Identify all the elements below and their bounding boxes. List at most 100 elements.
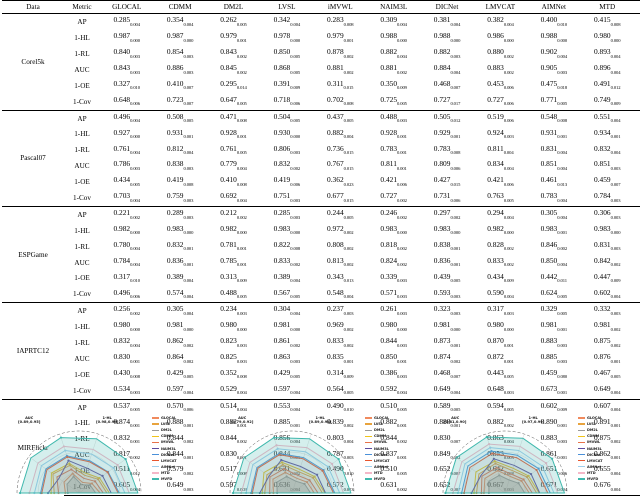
metric-value-cell: 0.5640.005 xyxy=(633,109,640,127)
metric-value-cell: 0.7360.015 xyxy=(327,143,354,156)
metric-value-cell: 0.8380.003 xyxy=(166,159,194,171)
legend-swatch-icon xyxy=(578,460,585,462)
legend-item-cdmm[interactable]: CDMM xyxy=(152,433,212,439)
metric-value-cell: 0.9880.000 xyxy=(634,30,640,46)
radar-point xyxy=(72,475,75,478)
legend-item-mvfd[interactable]: MVFD xyxy=(152,476,212,482)
metric-value-cell: 0.9860.000 xyxy=(487,31,514,43)
legend-label: iMVWL xyxy=(587,440,601,445)
metric-value-cell: 0.4670.005 xyxy=(593,368,621,380)
table-row: 1-RL 0.7800.004 0.8320.001 0.7810.001 0.8220… xyxy=(2,239,640,255)
column-header-lmvcat: LMVCAT xyxy=(473,0,528,15)
legend-item-mtd[interactable]: MTD xyxy=(365,470,425,476)
legend-item-cdmm[interactable]: CDMM xyxy=(365,433,425,439)
metric-name-cell: 1-RL xyxy=(74,146,90,155)
legend-item-dm2l[interactable]: DM2L xyxy=(578,427,638,433)
legend-label: iMVWL xyxy=(161,440,175,445)
metric-value-cell: 0.7710.005 xyxy=(540,94,568,107)
legend-swatch-icon xyxy=(578,429,585,431)
radar-point xyxy=(498,474,501,477)
radar-spoke xyxy=(291,433,312,494)
metric-value-cell: 0.2610.003 xyxy=(366,302,421,320)
metric-value-cell: 0.8320.001 xyxy=(166,239,194,252)
legend-label: AIMNet xyxy=(587,464,602,469)
radar-point xyxy=(327,465,330,468)
legend-item-aimnet[interactable]: AIMNet xyxy=(365,464,425,470)
metric-value-cell: 0.3860.003 xyxy=(380,368,407,380)
metric-value-cell: 0.8330.002 xyxy=(487,255,514,268)
legend-item-mvfd[interactable]: MVFD xyxy=(365,476,425,482)
legend-item-imvwl[interactable]: iMVWL xyxy=(152,439,212,445)
legend-item-naim3l[interactable]: NAIM3L xyxy=(365,445,425,451)
radar-point xyxy=(527,474,530,477)
legend-label: DM2L xyxy=(374,428,385,433)
table-row: 1-OE 0.3270.010 0.4100.007 0.2950.014 0.3910… xyxy=(2,78,640,94)
radar-axis-label-auc: AUC [0.89,0.95] xyxy=(18,416,41,425)
metric-value-cell: 0.8360.001 xyxy=(433,255,461,268)
metric-value-cell: 0.5080.005 xyxy=(153,109,207,127)
radar-point xyxy=(98,476,101,480)
legend-item-cdmm[interactable]: CDMM xyxy=(578,433,638,439)
metric-value-cell: 0.8400.003 xyxy=(113,47,140,59)
radar-point xyxy=(66,455,69,459)
metric-value-cell: 0.8900.001 xyxy=(540,416,568,429)
legend-item-dicnet[interactable]: DICNet xyxy=(365,452,425,458)
legend-item-lvsl[interactable]: LVSL xyxy=(365,421,425,427)
legend-label: CDMM xyxy=(374,434,387,439)
radar-point xyxy=(487,442,491,446)
legend-item-lvsl[interactable]: LVSL xyxy=(578,421,638,427)
legend-item-dicnet[interactable]: DICNet xyxy=(152,452,212,458)
metric-value-cell: 0.4710.008 xyxy=(206,109,261,127)
legend-swatch-icon xyxy=(152,472,159,474)
table-row: 1-OE 0.4340.005 0.4190.008 0.4100.008 0.4190… xyxy=(2,174,640,190)
metric-value-cell: 0.5140.004 xyxy=(206,398,261,416)
legend-item-dicnet[interactable]: DICNet xyxy=(578,452,638,458)
legend-label: MTD xyxy=(587,470,596,475)
column-header-dm2l: DM2L xyxy=(206,0,261,15)
metric-value-cell: 0.4610.013 xyxy=(540,175,568,187)
legend-item-glocal[interactable]: GLOCAL xyxy=(152,415,212,421)
radar-axis-label-1-hl: 1-HL [0.89,0.94] xyxy=(309,416,332,425)
metric-value-cell: 0.8760.001 xyxy=(593,352,621,364)
legend-item-mtd[interactable]: MTD xyxy=(152,470,212,476)
legend-item-glocal[interactable]: GLOCAL xyxy=(578,415,638,421)
metric-value-cell: 0.2560.002 xyxy=(100,302,154,320)
legend-item-imvwl[interactable]: iMVWL xyxy=(365,439,425,445)
radar-point xyxy=(278,453,281,456)
legend-item-lmvcat[interactable]: LMVCAT xyxy=(365,458,425,464)
metric-value-cell: 0.3090.004 xyxy=(380,15,407,27)
legend-item-naim3l[interactable]: NAIM3L xyxy=(578,445,638,451)
metric-value-cell: 0.5510.004 xyxy=(580,109,634,127)
legend-item-dm2l[interactable]: DM2L xyxy=(152,427,212,433)
legend-item-lmvcat[interactable]: LMVCAT xyxy=(578,458,638,464)
metric-value-cell: 0.8490.002 xyxy=(433,448,461,460)
metric-value-cell: 0.6310.002 xyxy=(273,464,301,476)
legend-item-naim3l[interactable]: NAIM3L xyxy=(152,445,212,451)
column-header-aimnet: AIMNet xyxy=(527,0,581,15)
metric-value-cell: 0.7030.004 xyxy=(113,191,140,203)
legend-item-glocal[interactable]: GLOCAL xyxy=(365,415,425,421)
metric-value-cell: 0.7270.017 xyxy=(433,94,461,107)
metric-value-cell: 0.8500.004 xyxy=(540,255,568,268)
legend-item-aimnet[interactable]: AIMNet xyxy=(152,464,212,470)
legend-label: DICNet xyxy=(587,452,601,457)
radar-spoke xyxy=(272,433,293,494)
metric-value-cell: 0.2850.004 xyxy=(113,15,140,27)
legend-item-mtd[interactable]: MTD xyxy=(578,470,638,476)
metric-name-cell: 1-RL xyxy=(74,49,90,58)
metric-value-cell: 0.9880.000 xyxy=(433,31,461,43)
legend-item-aimnet[interactable]: AIMNet xyxy=(578,464,638,470)
legend-item-imvwl[interactable]: iMVWL xyxy=(578,439,638,445)
radar-point xyxy=(492,457,495,460)
metric-value-cell: 0.8230.003 xyxy=(220,336,247,348)
legend-item-lvsl[interactable]: LVSL xyxy=(152,421,212,427)
legend-item-lmvcat[interactable]: LMVCAT xyxy=(152,458,212,464)
metric-value-cell: 0.8880.001 xyxy=(433,416,461,429)
legend-item-mvfd[interactable]: MVFD xyxy=(578,476,638,482)
legend-item-dm2l[interactable]: DM2L xyxy=(365,427,425,433)
metric-value-cell: 0.8740.001 xyxy=(113,416,140,429)
metric-value-cell: 0.8700.001 xyxy=(487,336,514,348)
metric-value-cell: 0.5230.004 xyxy=(634,78,640,94)
metric-value-cell: 0.8850.001 xyxy=(273,416,301,429)
legend-label: LVSL xyxy=(161,422,171,427)
